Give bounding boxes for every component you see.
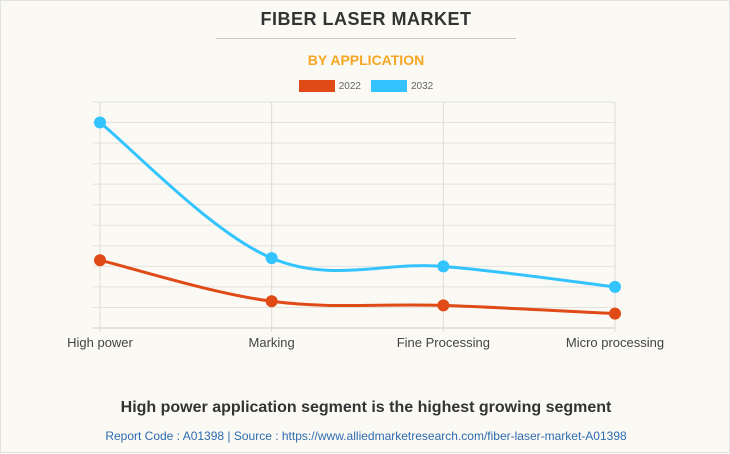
data-point-2032	[265, 252, 278, 265]
x-tick-label: High power	[67, 335, 133, 350]
gridlines	[93, 101, 616, 332]
series-line-2022	[99, 258, 616, 316]
legend-swatch-2022	[298, 80, 335, 92]
source-footer[interactable]: Report Code : A01398 | Source : https://…	[105, 429, 627, 443]
legend-item-2032[interactable]: 2032	[371, 80, 433, 92]
legend-item-2022[interactable]: 2022	[298, 80, 361, 92]
data-point-2032	[609, 280, 621, 293]
data-point-2032	[437, 260, 450, 273]
data-point-2022	[265, 295, 278, 308]
series-points	[94, 116, 621, 320]
data-point-2022	[94, 254, 106, 267]
chart-title: FIBER LASER MARKET	[260, 9, 472, 29]
legend: 2022 2032	[1, 80, 730, 92]
legend-swatch-2032	[371, 80, 407, 92]
chart-subtitle: BY APPLICATION	[307, 52, 425, 68]
title-divider	[216, 38, 516, 39]
chart-caption: High power application segment is the hi…	[120, 399, 612, 416]
data-point-2022	[609, 307, 621, 320]
x-tick-label: Fine Processing	[397, 335, 490, 350]
series-lines	[99, 121, 616, 316]
legend-label-2032: 2032	[411, 80, 434, 92]
x-tick-label: Micro processing	[566, 335, 664, 350]
x-axis-labels: High power Marking Fine Processing Micro pr…	[67, 335, 664, 350]
legend-label-2022: 2022	[338, 80, 361, 92]
x-tick-label: Marking	[249, 335, 295, 350]
data-point-2022	[437, 299, 450, 312]
series-line-2032	[99, 121, 616, 289]
data-point-2032	[94, 116, 106, 129]
